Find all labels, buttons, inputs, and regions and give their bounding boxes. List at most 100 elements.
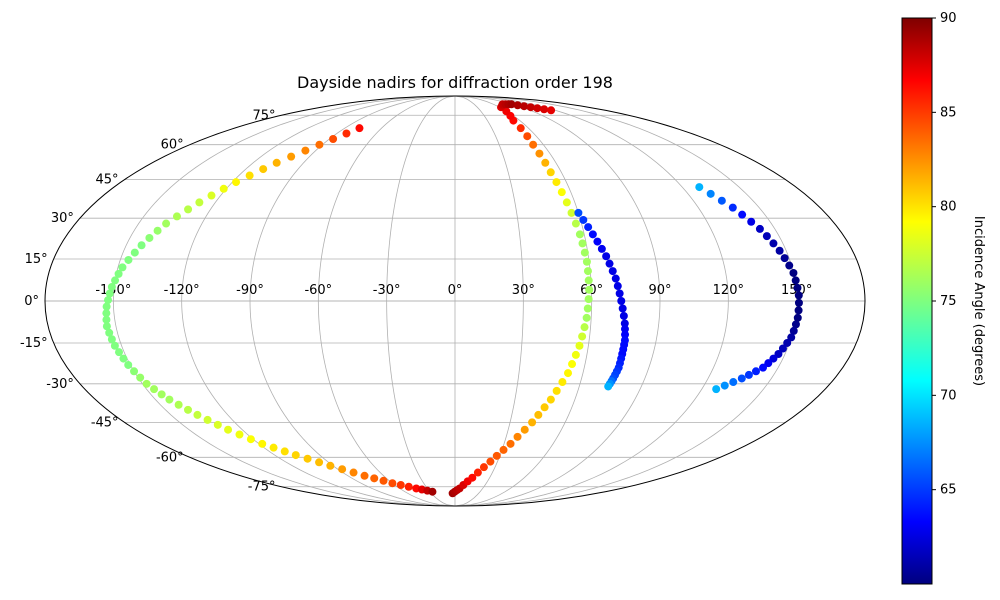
data-point	[232, 178, 241, 187]
data-point	[301, 146, 310, 155]
data-point	[107, 282, 116, 291]
data-point	[533, 104, 542, 113]
data-point	[794, 291, 803, 300]
longitude-gridline	[181, 96, 456, 506]
data-point	[370, 474, 379, 483]
map-outline	[44, 95, 866, 507]
data-point	[479, 463, 488, 472]
data-point	[124, 360, 133, 369]
data-point	[764, 359, 773, 368]
data-point	[564, 369, 573, 378]
data-point	[617, 297, 626, 305]
colorbar-tick-label: 85	[940, 105, 957, 120]
data-point	[379, 476, 388, 485]
colorbar-tick-label: 65	[940, 483, 957, 498]
data-point	[789, 268, 798, 277]
data-point	[783, 338, 792, 347]
latitude-tick-label: 15°	[25, 252, 48, 267]
data-point	[520, 425, 529, 434]
data-point	[329, 135, 338, 144]
latitude-tick-label: -60°	[156, 450, 184, 465]
data-point	[124, 255, 133, 264]
data-point	[759, 363, 768, 372]
data-point	[259, 165, 268, 174]
data-point	[574, 208, 583, 217]
longitude-tick-label: 30°	[512, 283, 535, 298]
data-point	[150, 385, 159, 394]
data-point	[162, 219, 171, 228]
data-point	[778, 344, 787, 353]
data-point	[145, 233, 154, 242]
data-point	[388, 479, 397, 488]
data-point	[584, 223, 593, 232]
data-point	[769, 354, 778, 363]
colorbar-tick-label: 80	[940, 200, 957, 215]
data-point	[111, 276, 120, 285]
data-point	[507, 100, 516, 109]
data-point	[780, 254, 789, 263]
data-point	[613, 282, 622, 291]
data-point	[568, 360, 577, 369]
longitude-tick-label: -30°	[373, 283, 401, 298]
data-point	[303, 454, 312, 463]
data-point	[513, 101, 522, 110]
data-point	[793, 283, 802, 292]
data-point	[546, 168, 555, 177]
data-point	[342, 129, 351, 138]
data-point	[605, 259, 614, 268]
data-point	[588, 230, 597, 239]
data-point	[526, 103, 535, 112]
data-point	[136, 373, 145, 382]
latitude-tick-label: -75°	[248, 480, 276, 495]
data-point	[593, 237, 602, 246]
data-point	[499, 445, 508, 454]
colorbar-tick-label: 75	[940, 294, 957, 309]
data-point	[578, 239, 587, 248]
data-point	[787, 333, 796, 342]
data-point	[207, 191, 216, 200]
data-point	[547, 106, 556, 115]
data-point	[557, 188, 566, 197]
data-point	[115, 348, 124, 357]
data-point	[738, 210, 747, 219]
data-point	[619, 311, 628, 320]
data-point	[583, 267, 592, 276]
data-point	[580, 323, 589, 332]
data-point	[695, 183, 704, 192]
colorbar	[901, 17, 933, 585]
data-point	[269, 443, 278, 452]
data-point	[615, 289, 624, 298]
data-point	[575, 230, 584, 239]
data-point	[552, 386, 561, 395]
data-point	[582, 257, 591, 266]
data-point	[789, 326, 798, 335]
data-point	[621, 330, 630, 339]
latitude-tick-label: 30°	[51, 211, 74, 226]
longitude-gridline	[454, 96, 661, 506]
data-point	[583, 304, 592, 313]
longitude-gridline	[386, 96, 456, 506]
longitude-tick-label: -120°	[164, 283, 200, 298]
data-point	[620, 319, 629, 328]
data-point	[107, 335, 116, 344]
data-point	[291, 451, 300, 460]
latitude-tick-label: 45°	[96, 173, 119, 188]
data-point	[540, 105, 549, 114]
data-point	[315, 140, 324, 149]
longitude-tick-label: 120°	[713, 283, 744, 298]
data-point	[172, 212, 181, 221]
data-point	[585, 285, 594, 294]
data-point	[751, 367, 760, 376]
data-point	[165, 395, 174, 404]
data-point	[584, 295, 593, 304]
latitude-tick-label: -30°	[46, 377, 74, 392]
data-point	[272, 158, 281, 167]
data-point	[338, 465, 347, 474]
data-point	[224, 425, 233, 434]
data-point	[562, 198, 571, 207]
data-point	[110, 341, 119, 350]
data-point	[326, 461, 335, 470]
data-point	[396, 481, 405, 490]
data-point	[618, 304, 627, 313]
data-point	[203, 415, 212, 424]
